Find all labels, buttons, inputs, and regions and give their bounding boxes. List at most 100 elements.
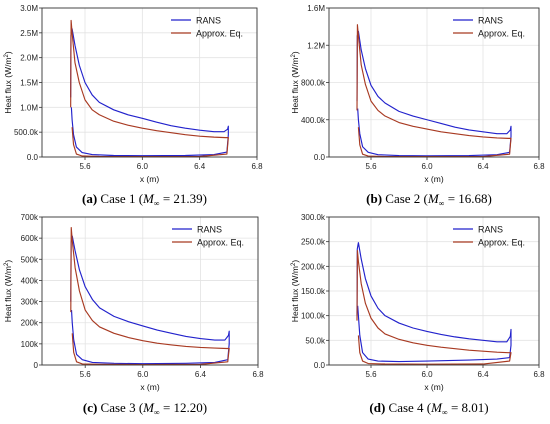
x-tick-label: 6.0 <box>421 162 433 171</box>
plot-frame <box>41 7 258 158</box>
y-tick-label: 300.0k <box>301 213 326 222</box>
x-tick-label: 5.6 <box>79 162 91 171</box>
y-axis-label: Heat flux (W/m2) <box>3 51 13 114</box>
y-axis-label-sup: 2 <box>4 53 10 57</box>
series-line-rans <box>356 30 512 157</box>
caption-mach-symbol: M <box>427 191 440 206</box>
y-tick-label: 400.0k <box>301 116 326 125</box>
y-axis-label-text: Heat flux (W/m <box>3 57 13 113</box>
x-tick-label: 6.8 <box>533 370 545 379</box>
caption-label: Case 2 ( <box>382 191 428 206</box>
plot-frame <box>328 7 540 158</box>
y-tick-label: 50.0k <box>305 336 326 345</box>
y-tick-label: 2.0M <box>20 54 38 63</box>
legend-label: Approx. Eq. <box>478 29 525 39</box>
y-axis-label-sup: 2 <box>291 53 297 57</box>
chart-panel-2: 5.6 6.0 6.4 6.8 0.0 400.0k 800.0k 1.2M 1.6M RANS A… <box>290 4 545 208</box>
y-tick-label: 100.0k <box>301 312 326 321</box>
series-line-approx-eq <box>70 226 230 366</box>
x-tick-label: 6.8 <box>251 162 263 171</box>
x-tick-label: 5.6 <box>80 370 92 379</box>
series-line-rans <box>70 28 229 157</box>
caption-letter: (d) <box>369 400 385 415</box>
caption-mach-value: = 8.01) <box>448 400 489 415</box>
y-tick-label: 2.5M <box>20 29 38 38</box>
legend-label: RANS <box>196 16 221 26</box>
caption-mach-value: = 12.20) <box>160 400 207 415</box>
series-line-approx-eq <box>70 19 229 158</box>
chart-panel-4: 5.6 6.0 6.4 6.8 0.0 50.0k 100.0k 150.0k 200.0k 25… <box>290 213 545 417</box>
caption-label: Case 3 ( <box>97 400 143 415</box>
legend-label: RANS <box>197 225 222 235</box>
y-tick-label: 1.0M <box>20 103 38 112</box>
y-tick-label: 800.0k <box>301 79 326 88</box>
y-tick-label: 250.0k <box>301 238 326 247</box>
chart-panel-3: 5.6 6.0 6.4 6.8 0 100k 200k 300k 400k 500k 600k 700… <box>3 213 264 417</box>
panel-caption: (c) Case 3 (M∞ = 12.20) <box>83 400 207 417</box>
panel-caption: (d) Case 4 (M∞ = 8.01) <box>369 400 488 417</box>
caption-letter: (a) <box>82 191 97 206</box>
series-line-rans <box>70 235 230 365</box>
caption-letter: (b) <box>366 191 382 206</box>
y-axis-label-text: Heat flux (W/m <box>290 57 300 113</box>
y-axis-label-sup: 2 <box>291 262 297 266</box>
y-tick-label: 0.0 <box>314 153 326 162</box>
x-tick-label: 6.0 <box>137 370 149 379</box>
panel-caption: (b) Case 2 (M∞ = 16.68) <box>366 191 492 208</box>
x-tick-label: 6.4 <box>477 162 489 171</box>
y-tick-label: 1.5M <box>20 79 38 88</box>
series-line-approx-eq <box>356 24 512 158</box>
caption-mach-subscript: ∞ <box>154 408 160 417</box>
x-axis-label: x (m) <box>140 382 160 392</box>
x-tick-label: 6.0 <box>421 370 433 379</box>
y-tick-label: 500.0k <box>14 128 39 137</box>
caption-mach-symbol: M <box>142 400 155 415</box>
x-tick-label: 6.4 <box>477 370 489 379</box>
caption-mach-subscript: ∞ <box>154 199 160 208</box>
caption-label: Case 4 ( <box>385 400 431 415</box>
legend-label: Approx. Eq. <box>196 29 243 39</box>
x-tick-label: 6.4 <box>194 162 206 171</box>
y-axis-label-close: ) <box>290 260 300 263</box>
caption-mach-value: = 21.39) <box>160 191 207 206</box>
y-tick-label: 200k <box>21 319 39 328</box>
legend-label: RANS <box>478 16 503 26</box>
legend-label: Approx. Eq. <box>478 238 525 248</box>
y-tick-label: 400k <box>21 276 39 285</box>
x-tick-label: 6.8 <box>252 370 264 379</box>
y-tick-label: 700k <box>21 213 39 222</box>
caption-letter: (c) <box>83 400 97 415</box>
y-tick-label: 300k <box>21 298 39 307</box>
legend-label: Approx. Eq. <box>197 238 244 248</box>
x-tick-label: 6.0 <box>137 162 149 171</box>
caption-mach-subscript: ∞ <box>439 199 445 208</box>
chart-panel-1: 5.6 6.0 6.4 6.8 0.0 500.0k 1.0M 1.5M 2.0M 2.5M 3.0… <box>3 4 263 208</box>
y-axis-label-text: Heat flux (W/m <box>3 266 13 322</box>
y-tick-label: 600k <box>21 234 39 243</box>
x-tick-label: 6.8 <box>533 162 545 171</box>
y-tick-label: 500k <box>21 255 39 264</box>
caption-mach-symbol: M <box>430 400 443 415</box>
x-tick-label: 5.6 <box>365 370 377 379</box>
y-tick-label: 0 <box>34 361 39 370</box>
x-tick-label: 6.4 <box>195 370 207 379</box>
x-axis-label: x (m) <box>140 174 160 184</box>
plot-frame <box>328 216 540 366</box>
y-axis-label: Heat flux (W/m2) <box>3 260 13 323</box>
x-tick-label: 5.6 <box>365 162 377 171</box>
caption-mach-subscript: ∞ <box>442 408 448 417</box>
y-tick-label: 3.0M <box>20 4 38 13</box>
x-axis-label: x (m) <box>424 382 444 392</box>
series-line-rans <box>356 242 512 363</box>
x-axis-label: x (m) <box>424 174 444 184</box>
caption-mach-value: = 16.68) <box>444 191 491 206</box>
y-axis-label: Heat flux (W/m2) <box>290 51 300 114</box>
y-tick-label: 1.6M <box>307 4 325 13</box>
y-axis-label-sup: 2 <box>4 262 10 266</box>
y-axis-label: Heat flux (W/m2) <box>290 260 300 323</box>
y-tick-label: 200.0k <box>301 262 326 271</box>
y-axis-label-close: ) <box>3 51 13 54</box>
series-line-approx-eq <box>356 249 512 365</box>
y-axis-label-close: ) <box>290 51 300 54</box>
